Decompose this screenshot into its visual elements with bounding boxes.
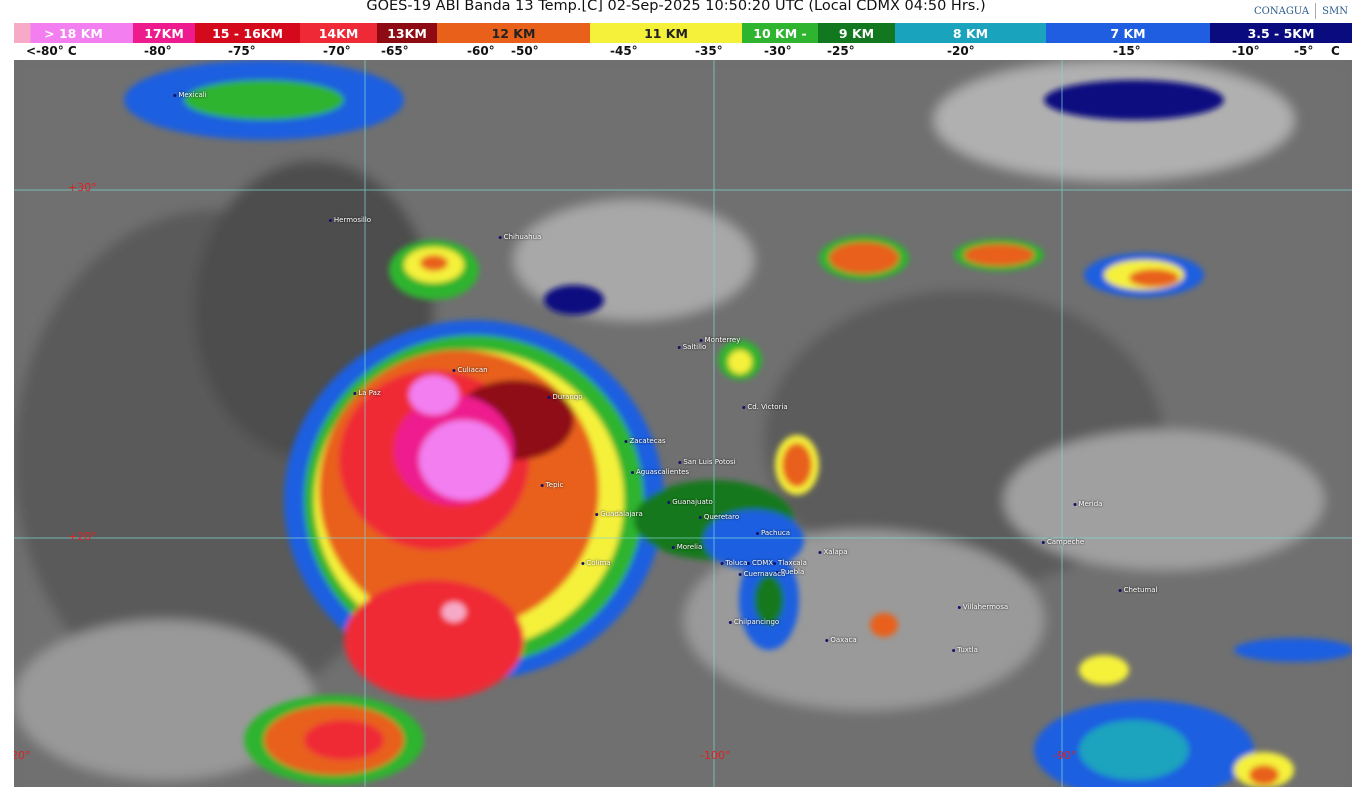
city-label: Tlaxcala [773,559,807,567]
longitude-label: -90° [1053,749,1077,762]
storm-clouds [124,60,1352,787]
legend-band: 8 KM [895,23,1046,43]
temp-label: -30° [764,44,792,58]
city-label: Morelia [672,543,703,551]
temp-label: -65° [381,44,409,58]
legend-band: 7 KM [1046,23,1210,43]
temp-label: -5° [1294,44,1314,58]
legend-band: 12 KM [437,23,590,43]
temp-label: -80° [144,44,172,58]
temp-label: -20° [947,44,975,58]
city-label: Guanajuato [667,498,713,506]
city-label: San Luis Potosi [678,458,735,466]
city-label: Culiacan [452,366,487,374]
temp-label: -50° [511,44,539,58]
legend-band: 14KM [300,23,377,43]
city-label: Villahermosa [958,603,1008,611]
city-label: CDMX [747,559,773,567]
temp-label: -70° [323,44,351,58]
temp-label: C [1331,44,1340,58]
conagua-logo: CONAGUA [1254,5,1310,17]
satellite-imagery [14,60,1352,787]
city-label: Zacatecas [624,437,665,445]
temp-label: -60° [467,44,495,58]
temp-label: -35° [695,44,723,58]
temp-label: -15° [1113,44,1141,58]
longitude-label: -120° [14,749,31,762]
city-label: Colima [581,559,610,567]
city-label: Oaxaca [825,636,856,644]
agency-logos: CONAGUA SMN [1254,3,1348,19]
city-label: Chilpancingo [729,618,779,626]
city-label: Chihuahua [499,233,542,241]
bottom-margin [14,787,1352,791]
legend-band: > 18 KM [14,23,133,43]
temp-label: -45° [610,44,638,58]
legend-band: 13KM [377,23,437,43]
city-label: Saltillo [678,343,707,351]
latitude-label: +20° [68,530,97,543]
city-label: Mexicali [173,91,206,99]
city-label: Pachuca [756,529,790,537]
temp-label: -75° [228,44,256,58]
city-label: Merida [1074,500,1103,508]
legend-band: 10 KM - [742,23,818,43]
city-label: Xalapa [818,548,847,556]
legend-band: 17KM [133,23,195,43]
city-label: Hermosillo [329,216,371,224]
city-label: La Paz [353,389,380,397]
legend-band: 11 KM [590,23,742,43]
smn-logo: SMN [1322,5,1348,17]
city-label: Aguascalientes [631,468,689,476]
legend-band: 3.5 - 5KM [1210,23,1352,43]
land-and-clouds [14,60,1352,787]
city-label: Guadalajara [595,510,643,518]
image-title: GOES-19 ABI Banda 13 Temp.[C] 02-Sep-202… [366,0,986,14]
city-label: Campeche [1042,538,1084,546]
city-label: Chetumal [1119,586,1158,594]
graticule [14,60,1352,787]
city-label: Monterrey [700,336,741,344]
latitude-label: +30° [68,181,97,194]
city-label: Toluca [721,559,748,567]
color-legend: > 18 KM 17KM 15 - 16KM 14KM 13KM 12 KM 1… [14,23,1352,43]
legend-band: 15 - 16KM [195,23,300,43]
temp-label: -10° [1232,44,1260,58]
temp-label: <-80° C [26,44,77,58]
longitude-label: -100° [700,749,731,762]
city-label: Cd. Victoria [742,403,787,411]
city-label: Puebla [776,568,805,576]
logo-divider [1315,3,1317,19]
city-label: Cuernavaca [739,570,786,578]
city-label: Durango [547,393,582,401]
legend-band: 9 KM [818,23,895,43]
city-label: Tepic [541,481,564,489]
temp-label: -25° [827,44,855,58]
satellite-map: +30° +20° -120° -100° -90° Mexicali Herm… [14,60,1352,787]
city-label: Queretaro [699,513,739,521]
city-label: Tuxtla [952,646,978,654]
temperature-scale: <-80° C -80° -75° -70° -65° -60° -50° -4… [0,43,1352,60]
